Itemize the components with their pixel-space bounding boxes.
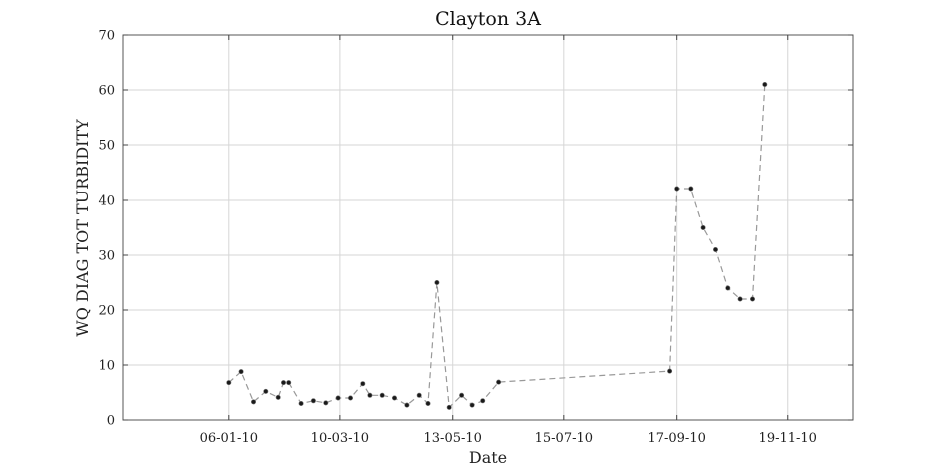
data-point: [263, 388, 269, 394]
data-point: [367, 392, 373, 398]
data-point: [469, 402, 475, 408]
series-line: [228, 84, 766, 409]
x-tick-label: 19-11-10: [759, 431, 817, 446]
data-points: [226, 82, 768, 410]
data-point: [379, 392, 385, 398]
y-tick-label: 70: [98, 29, 115, 44]
y-tick-label: 20: [98, 304, 115, 319]
data-point: [251, 399, 257, 405]
y-axis-label: WQ DIAG TOT TURBIDITY: [73, 119, 92, 337]
data-point: [360, 381, 366, 387]
y-tick-label: 0: [107, 414, 115, 429]
data-point: [347, 395, 353, 401]
data-point: [425, 400, 431, 406]
x-tick-label: 10-03-10: [311, 431, 369, 446]
y-tick-label: 40: [98, 194, 115, 209]
data-point: [226, 380, 232, 386]
plot-frame: [122, 34, 854, 421]
data-point: [310, 398, 316, 404]
x-tick-label: 17-09-10: [647, 431, 705, 446]
data-point: [446, 404, 452, 410]
y-tick-label: 60: [98, 84, 115, 99]
data-point: [323, 400, 329, 406]
x-tick-label: 15-07-10: [535, 431, 593, 446]
y-tick-label: 10: [98, 359, 115, 374]
data-point: [459, 392, 465, 398]
y-tick-label: 30: [98, 249, 115, 264]
data-point: [737, 296, 743, 302]
data-point: [674, 186, 680, 192]
data-point: [725, 285, 731, 291]
x-tick-labels: 06-01-10 10-03-10 13-05-10 15-07-10 17-09-10…: [200, 431, 817, 446]
data-point: [712, 247, 718, 253]
data-point: [762, 82, 768, 88]
data-point: [434, 279, 440, 285]
data-point: [688, 186, 694, 192]
data-point: [238, 369, 244, 375]
y-tick-label: 50: [98, 139, 115, 154]
data-point: [404, 402, 410, 408]
data-point: [496, 379, 502, 385]
data-point: [700, 225, 706, 231]
tick-marks: [123, 34, 853, 421]
data-point: [275, 394, 281, 400]
chart-title: Clayton 3A: [435, 8, 541, 30]
grid-lines: [123, 34, 853, 421]
data-point: [280, 380, 286, 386]
data-point: [298, 400, 304, 406]
x-tick-label: 13-05-10: [424, 431, 482, 446]
x-tick-label: 06-01-10: [200, 431, 258, 446]
data-point: [416, 392, 422, 398]
data-point: [667, 368, 673, 374]
data-point: [749, 296, 755, 302]
data-point: [335, 395, 341, 401]
x-axis-label: Date: [469, 448, 507, 467]
data-point: [286, 380, 292, 386]
data-point: [391, 395, 397, 401]
y-tick-labels: 0 10 20 30 40 50 60 70: [98, 29, 115, 429]
data-point: [480, 398, 486, 404]
